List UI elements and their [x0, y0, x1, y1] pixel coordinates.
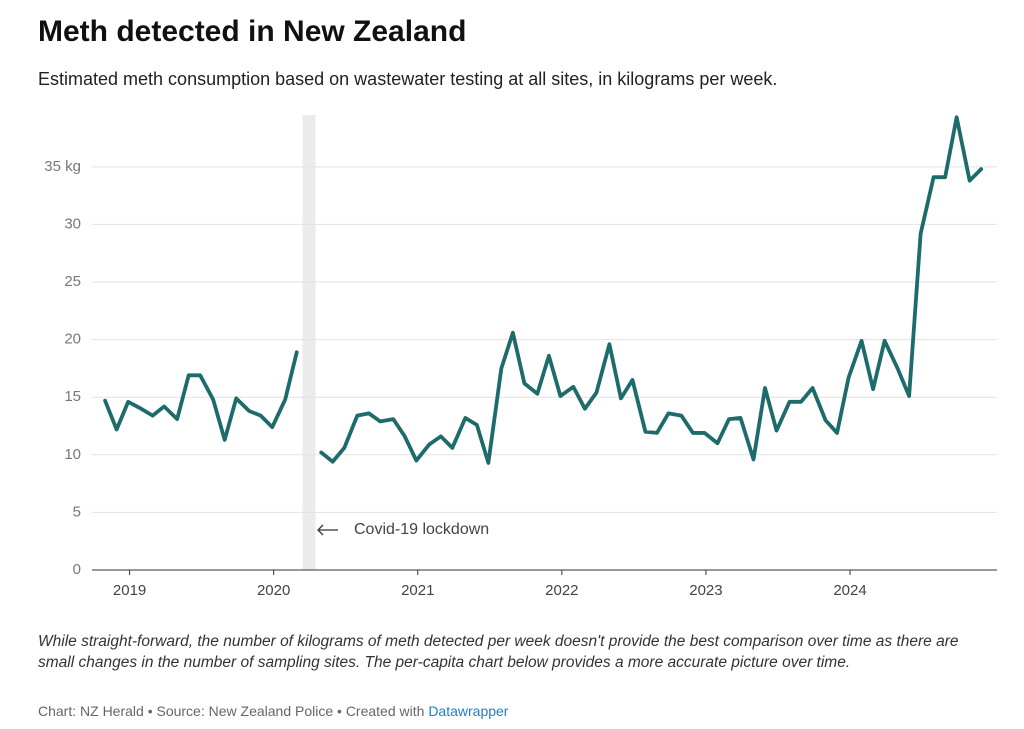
- x-tick-label: 2022: [545, 582, 578, 599]
- annotation-arrowhead: [317, 524, 324, 536]
- y-tick-label: 10: [64, 446, 81, 463]
- x-tick-label: 2023: [689, 582, 722, 599]
- data-line: [103, 115, 984, 465]
- y-tick-label: 15: [64, 388, 81, 405]
- y-tick-label: 25: [64, 273, 81, 290]
- chart: Meth detected in New Zealand Estimated m…: [38, 15, 997, 599]
- credit-link[interactable]: Datawrapper: [428, 703, 509, 719]
- y-tick-label: 20: [64, 331, 81, 348]
- grid-layer: 0 5 10 15 20 25 30 35 kg 2019 2020 2021 2022 2023 202…: [44, 158, 997, 599]
- chart-title: Meth detected in New Zealand: [38, 15, 466, 48]
- x-tick-label: 2019: [113, 582, 146, 599]
- x-tick-label: 2024: [833, 582, 866, 599]
- credit: Chart: NZ Herald • Source: New Zealand P…: [38, 703, 508, 719]
- annotation-text: Covid-19 lockdown: [354, 521, 489, 538]
- line-layer: [103, 115, 984, 465]
- credit-text: Chart: NZ Herald • Source: New Zealand P…: [38, 703, 425, 719]
- x-tick-label: 2020: [257, 582, 290, 599]
- y-tick-label: 5: [73, 503, 81, 520]
- y-tick-label: 30: [64, 215, 81, 232]
- y-tick-label: 0: [73, 561, 81, 578]
- notes: While straight-forward, the number of ki…: [38, 633, 959, 671]
- lockdown-band: [302, 115, 316, 570]
- band-layer: [302, 115, 316, 570]
- x-tick-label: 2021: [401, 582, 434, 599]
- chart-subtitle: Estimated meth consumption based on wast…: [38, 69, 777, 89]
- y-tick-label: 35 kg: [44, 158, 81, 175]
